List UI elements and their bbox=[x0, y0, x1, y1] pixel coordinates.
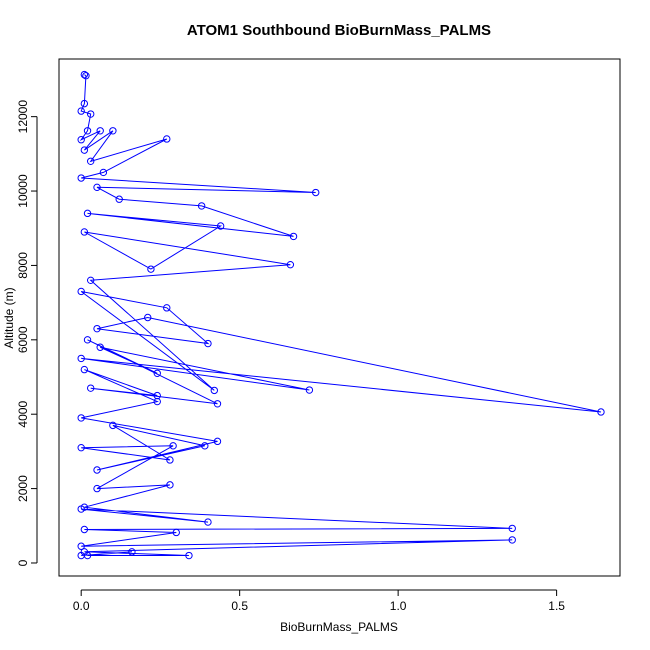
data-point bbox=[83, 336, 92, 344]
x-axis: 0.0 0.5 1.0 1.5 bbox=[73, 589, 565, 613]
data-point bbox=[128, 548, 136, 556]
data-point bbox=[93, 484, 101, 493]
data-point bbox=[93, 183, 101, 192]
plot-frame bbox=[58, 58, 621, 577]
data-point bbox=[77, 174, 85, 182]
data-point bbox=[83, 127, 92, 135]
data-point bbox=[147, 265, 155, 273]
data-point bbox=[169, 442, 177, 450]
series-layer bbox=[77, 70, 605, 560]
y-tick-label: 6000 bbox=[16, 326, 30, 353]
data-point bbox=[77, 414, 85, 422]
data-point bbox=[77, 505, 85, 513]
x-axis-label: BioBurnMass_PALMS bbox=[280, 620, 398, 634]
data-point bbox=[93, 466, 101, 474]
data-point bbox=[86, 276, 95, 285]
data-point bbox=[166, 456, 174, 464]
data-point bbox=[289, 232, 298, 241]
data-point bbox=[80, 365, 89, 374]
x-tick-label: 0.0 bbox=[73, 599, 90, 613]
data-point bbox=[77, 136, 85, 144]
data-point bbox=[153, 397, 161, 406]
data-point bbox=[197, 202, 206, 210]
data-point bbox=[166, 481, 174, 489]
data-point bbox=[213, 437, 222, 446]
data-point bbox=[80, 228, 89, 236]
data-point bbox=[185, 551, 193, 560]
chart-title: ATOM1 Southbound BioBurnMass_PALMS bbox=[187, 22, 491, 39]
data-point bbox=[286, 260, 295, 269]
data-point bbox=[210, 386, 219, 395]
x-tick-label: 0.5 bbox=[231, 599, 248, 613]
data-point bbox=[115, 195, 123, 203]
data-point bbox=[96, 343, 104, 351]
y-tick-label: 2000 bbox=[16, 475, 30, 502]
data-point bbox=[508, 524, 516, 533]
data-point bbox=[86, 110, 95, 118]
data-point bbox=[204, 339, 212, 348]
y-axis-label: Altitude (m) bbox=[2, 287, 16, 348]
data-point bbox=[109, 127, 117, 135]
y-tick-label: 8000 bbox=[16, 252, 30, 279]
data-point bbox=[93, 324, 101, 333]
x-tick-label: 1.0 bbox=[390, 599, 407, 613]
data-point bbox=[96, 127, 104, 135]
data-point bbox=[80, 70, 89, 79]
data-point bbox=[86, 384, 95, 392]
data-point bbox=[77, 354, 85, 363]
y-tick-label: 0 bbox=[16, 559, 30, 566]
data-point bbox=[508, 536, 516, 544]
data-point bbox=[163, 135, 171, 143]
data-point bbox=[80, 99, 89, 108]
y-axis: 0 2000 4000 6000 8000 10000 12000 bbox=[16, 100, 38, 566]
data-point bbox=[153, 369, 161, 377]
data-point bbox=[216, 222, 225, 230]
data-point bbox=[213, 400, 222, 408]
data-point bbox=[99, 168, 108, 177]
y-tick-label: 4000 bbox=[16, 401, 30, 428]
data-point bbox=[144, 313, 152, 322]
data-point bbox=[77, 551, 85, 560]
y-tick-label: 10000 bbox=[16, 174, 30, 208]
data-point bbox=[172, 528, 180, 537]
x-tick-label: 1.5 bbox=[548, 599, 565, 613]
data-point bbox=[305, 386, 314, 394]
series-line bbox=[79, 74, 602, 556]
data-point bbox=[80, 525, 89, 534]
data-point bbox=[109, 421, 117, 430]
data-point bbox=[597, 408, 605, 416]
data-point bbox=[201, 442, 209, 450]
data-point bbox=[77, 443, 85, 452]
data-point bbox=[80, 146, 89, 154]
data-point bbox=[204, 518, 212, 526]
data-point bbox=[77, 107, 85, 115]
data-point bbox=[86, 157, 95, 165]
data-point bbox=[83, 209, 92, 218]
data-point bbox=[163, 304, 171, 312]
data-point bbox=[77, 287, 85, 296]
data-point bbox=[82, 72, 90, 80]
y-tick-label: 12000 bbox=[16, 100, 30, 134]
data-point bbox=[77, 542, 85, 550]
data-point bbox=[312, 188, 320, 197]
